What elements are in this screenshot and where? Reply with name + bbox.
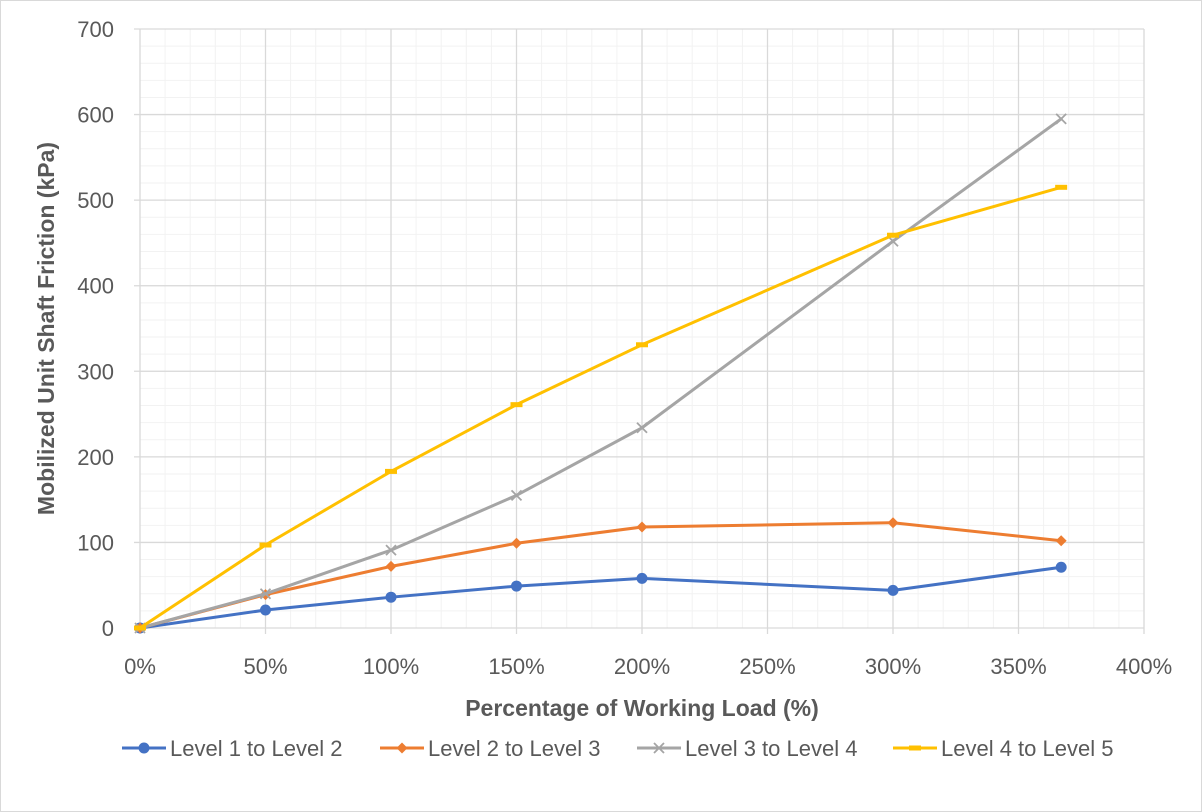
data-point	[134, 625, 146, 631]
data-point	[636, 422, 648, 434]
x-tick-label: 200%	[614, 654, 670, 679]
series	[134, 517, 1067, 634]
data-point	[259, 542, 272, 548]
data-point	[138, 742, 150, 754]
data-point	[653, 742, 665, 754]
x-tick-label: 150%	[488, 654, 544, 679]
x-tick-label: 0%	[124, 654, 156, 679]
data-point	[385, 560, 397, 572]
data-point	[636, 342, 648, 348]
x-tick-label: 50%	[243, 654, 287, 679]
data-point	[511, 580, 522, 592]
x-tick-label: 350%	[990, 654, 1046, 679]
legend-item: Level 2 to Level 3	[380, 736, 600, 761]
y-axis-title: Mobilized Unit Shaft Friction (kPa)	[33, 142, 59, 515]
y-tick-label: 700	[77, 17, 114, 42]
y-tick-label: 100	[77, 530, 114, 555]
data-point	[1055, 113, 1067, 125]
data-point	[887, 517, 899, 529]
y-tick-label: 300	[77, 359, 114, 384]
legend-item: Level 4 to Level 5	[893, 736, 1113, 761]
series	[134, 113, 1067, 634]
series	[134, 561, 1067, 634]
data-point	[396, 742, 408, 754]
data-point	[259, 588, 272, 600]
data-point	[260, 604, 271, 616]
data-point	[385, 591, 397, 603]
data-point	[385, 544, 397, 556]
legend-label: Level 4 to Level 5	[941, 736, 1113, 761]
data-point	[510, 402, 523, 408]
data-point	[510, 489, 523, 502]
legend-item: Level 1 to Level 2	[122, 736, 342, 761]
data-point	[887, 584, 899, 596]
series	[134, 184, 1068, 631]
data-point	[636, 521, 648, 533]
x-axis: 0% 50% 100% 150% 200% 250% 300% 350% 400%	[124, 654, 1172, 679]
data-point	[1055, 184, 1068, 190]
data-point	[1055, 535, 1067, 547]
grid	[134, 28, 1145, 634]
x-tick-label: 250%	[739, 654, 795, 679]
y-tick-label: 200	[77, 445, 114, 470]
x-tick-label: 400%	[1116, 654, 1172, 679]
series-layer	[134, 113, 1068, 634]
data-point	[909, 745, 921, 751]
data-point	[887, 232, 899, 238]
legend-label: Level 1 to Level 2	[170, 736, 342, 761]
y-tick-label: 600	[77, 103, 114, 128]
data-point	[385, 468, 397, 474]
data-point	[636, 572, 648, 584]
y-tick-label: 500	[77, 188, 114, 213]
legend-label: Level 2 to Level 3	[428, 736, 600, 761]
y-tick-label: 400	[77, 274, 114, 299]
legend-label: Level 3 to Level 4	[685, 736, 857, 761]
data-point	[1055, 561, 1067, 573]
x-tick-label: 300%	[865, 654, 921, 679]
x-axis-title: Percentage of Working Load (%)	[465, 695, 819, 721]
x-tick-label: 100%	[363, 654, 419, 679]
y-axis: 0 100 200 300 400 500 600 700	[77, 17, 114, 641]
legend-item: Level 3 to Level 4	[637, 736, 857, 761]
data-point	[511, 537, 522, 549]
y-tick-label: 0	[102, 616, 114, 641]
series-line	[138, 185, 1063, 630]
legend: Level 1 to Level 2 Level 2 to Level 3 Leve…	[122, 736, 1113, 761]
series-line	[138, 117, 1063, 630]
